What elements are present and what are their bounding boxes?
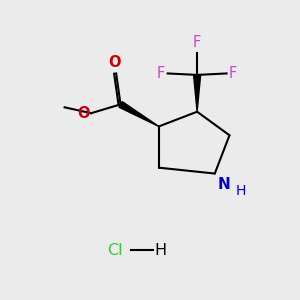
Polygon shape: [119, 102, 159, 126]
Polygon shape: [194, 75, 201, 112]
Text: H: H: [154, 243, 167, 258]
Text: Cl: Cl: [107, 243, 122, 258]
Text: N: N: [218, 177, 230, 192]
Text: H: H: [236, 184, 246, 198]
Text: F: F: [229, 66, 237, 81]
Text: O: O: [77, 106, 90, 121]
Text: F: F: [157, 66, 165, 81]
Text: F: F: [193, 35, 201, 50]
Text: O: O: [108, 56, 121, 70]
